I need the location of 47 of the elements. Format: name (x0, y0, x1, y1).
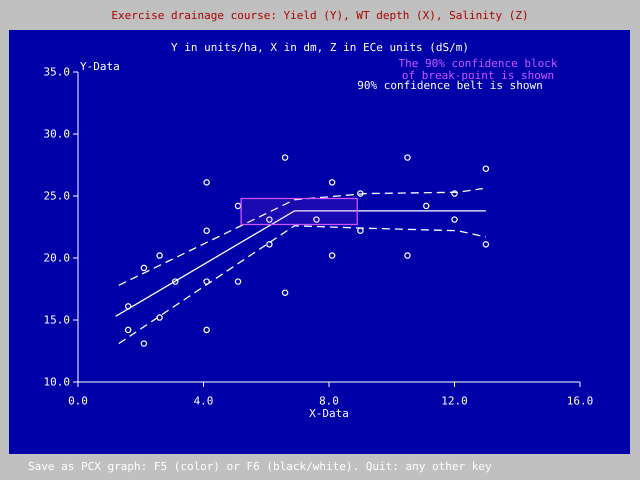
point (328, 179, 336, 186)
x-tick-label: 16.0 (566, 394, 594, 408)
point (172, 278, 179, 285)
point (124, 326, 132, 334)
point (328, 252, 336, 259)
point (203, 179, 210, 186)
point (140, 340, 148, 347)
point (266, 216, 273, 223)
point (451, 216, 458, 223)
y-tick-label: 35.0 (44, 66, 70, 79)
point (404, 154, 411, 161)
point (234, 278, 242, 285)
point (140, 264, 148, 272)
point (203, 326, 210, 334)
point (282, 289, 288, 296)
point (282, 154, 288, 161)
point (404, 252, 411, 259)
x-tick-label: 4.0 (194, 394, 214, 408)
point (124, 303, 132, 310)
y-tick-label: 30.0 (44, 128, 70, 141)
line-series (118, 225, 487, 344)
point (357, 190, 364, 197)
text: Save as PCX graph: F5 (color) or F6 (black/white). Quit: any other key (28, 460, 492, 473)
point (203, 227, 210, 234)
point (203, 278, 210, 285)
y-tick-label: 25.0 (44, 190, 70, 203)
line-series (118, 188, 484, 286)
y-axis-title: Y-Data (80, 60, 120, 73)
point (234, 202, 242, 210)
point (482, 241, 490, 248)
chart-title: Exercise drainage course: Yield (Y), WT depth (X), Salinity (Z) (111, 9, 529, 22)
y-tick-label: 10.0 (44, 376, 70, 389)
y-tick-label: 20.0 (44, 252, 70, 265)
chart-subtitle: Y in units/ha, X in dm, Z in ECe units (dS/m) (170, 41, 470, 54)
point (313, 216, 320, 223)
point (156, 252, 163, 259)
x-tick-label: 8.0 (319, 394, 339, 408)
y-tick-label: 15.0 (44, 314, 70, 327)
x-tick-label: 0.0 (68, 394, 88, 408)
point (482, 165, 490, 172)
x-tick-label: 12.0 (441, 394, 468, 408)
annotation: 90% confidence belt is shown (357, 79, 543, 92)
point (266, 241, 273, 248)
x-axis-title: X-Data (309, 407, 349, 420)
point (423, 202, 430, 210)
point (451, 190, 458, 197)
point (156, 314, 163, 321)
